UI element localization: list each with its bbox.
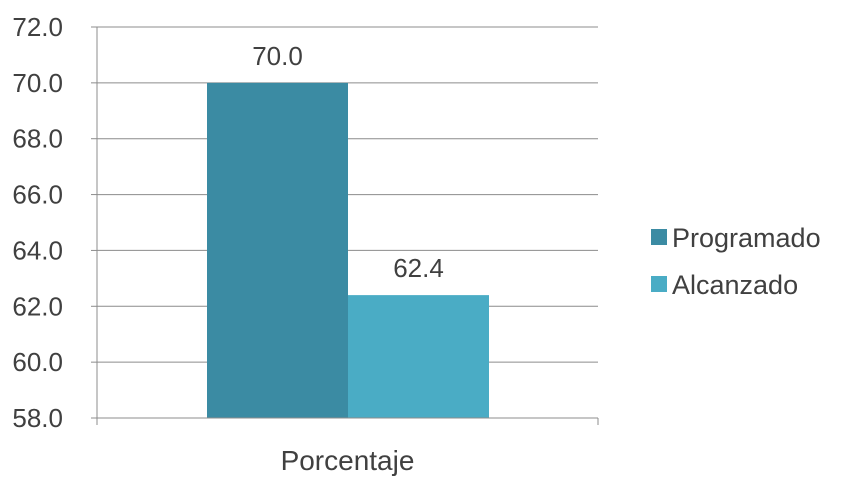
- legend-label-alcanzado: Alcanzado: [672, 270, 798, 300]
- bar-alcanzado: [348, 295, 489, 418]
- y-tick-label: 72.0: [12, 12, 63, 42]
- y-tick-label: 62.0: [12, 291, 63, 321]
- y-tick-label: 66.0: [12, 180, 63, 210]
- bars: [207, 82, 489, 418]
- data-label-programado: 70.0: [252, 41, 303, 71]
- y-tick-label: 68.0: [12, 124, 63, 154]
- axes: [91, 26, 599, 425]
- y-tick-label: 70.0: [12, 68, 63, 98]
- legend-label-programado: Programado: [672, 223, 821, 253]
- y-tick-label: 64.0: [12, 235, 63, 265]
- legend: Programado Alcanzado: [651, 223, 821, 300]
- legend-swatch-alcanzado: [651, 276, 667, 292]
- y-tick-label: 60.0: [12, 347, 63, 377]
- data-label-alcanzado: 62.4: [393, 253, 444, 283]
- y-tick-label: 58.0: [12, 403, 63, 433]
- bar-programado: [207, 82, 348, 418]
- x-category-label: Porcentaje: [281, 445, 415, 476]
- legend-swatch-programado: [651, 229, 667, 245]
- labels: 72.0 70.0 68.0 66.0 64.0 62.0 60.0 58.0 70.0 62.4…: [12, 12, 443, 476]
